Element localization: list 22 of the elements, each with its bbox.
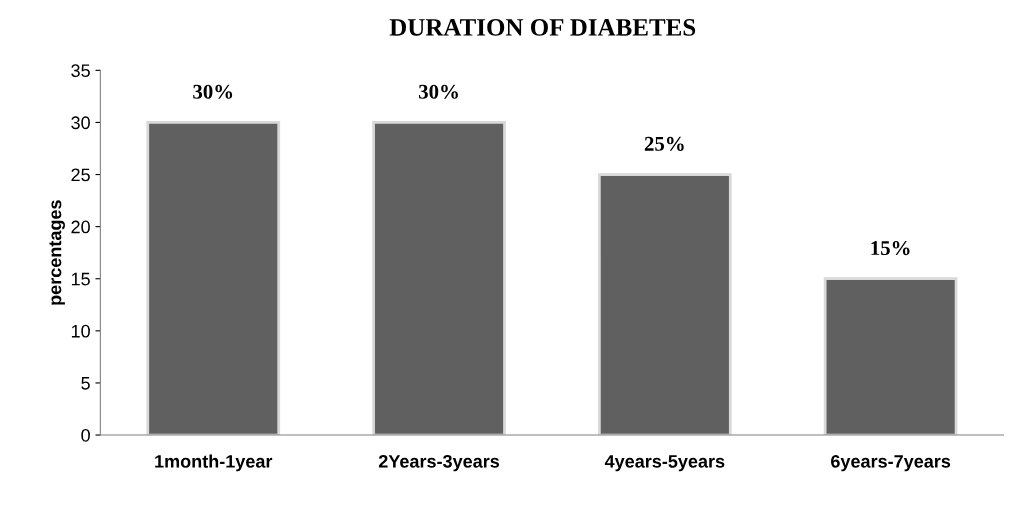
x-tick-label: 1month-1year — [155, 454, 273, 472]
x-tick-label: 6years-7years — [831, 454, 951, 472]
y-tick-label: 0 — [81, 428, 90, 442]
y-tick-label: 20 — [71, 220, 90, 234]
bar — [823, 277, 958, 436]
y-tick-label: 30 — [71, 116, 90, 130]
data-label: 15% — [871, 241, 910, 256]
chart-title: DURATION OF DIABETES — [389, 19, 696, 36]
bar — [146, 121, 281, 436]
y-axis-title: percentages — [49, 200, 65, 305]
data-label: 25% — [644, 136, 684, 151]
y-tick-label: 10 — [71, 324, 90, 338]
y-tick-label: 25 — [71, 168, 90, 182]
y-tick-label: 15 — [71, 272, 90, 286]
y-tick-label: 5 — [81, 377, 90, 390]
x-tick-label: 2Years-3years — [378, 454, 500, 472]
x-tick-label: 4years-5years — [604, 455, 725, 472]
data-label: 30% — [193, 84, 233, 99]
data-label: 30% — [418, 84, 458, 99]
bar — [597, 173, 732, 436]
y-tick-label: 35 — [71, 64, 90, 78]
bar — [372, 121, 506, 436]
